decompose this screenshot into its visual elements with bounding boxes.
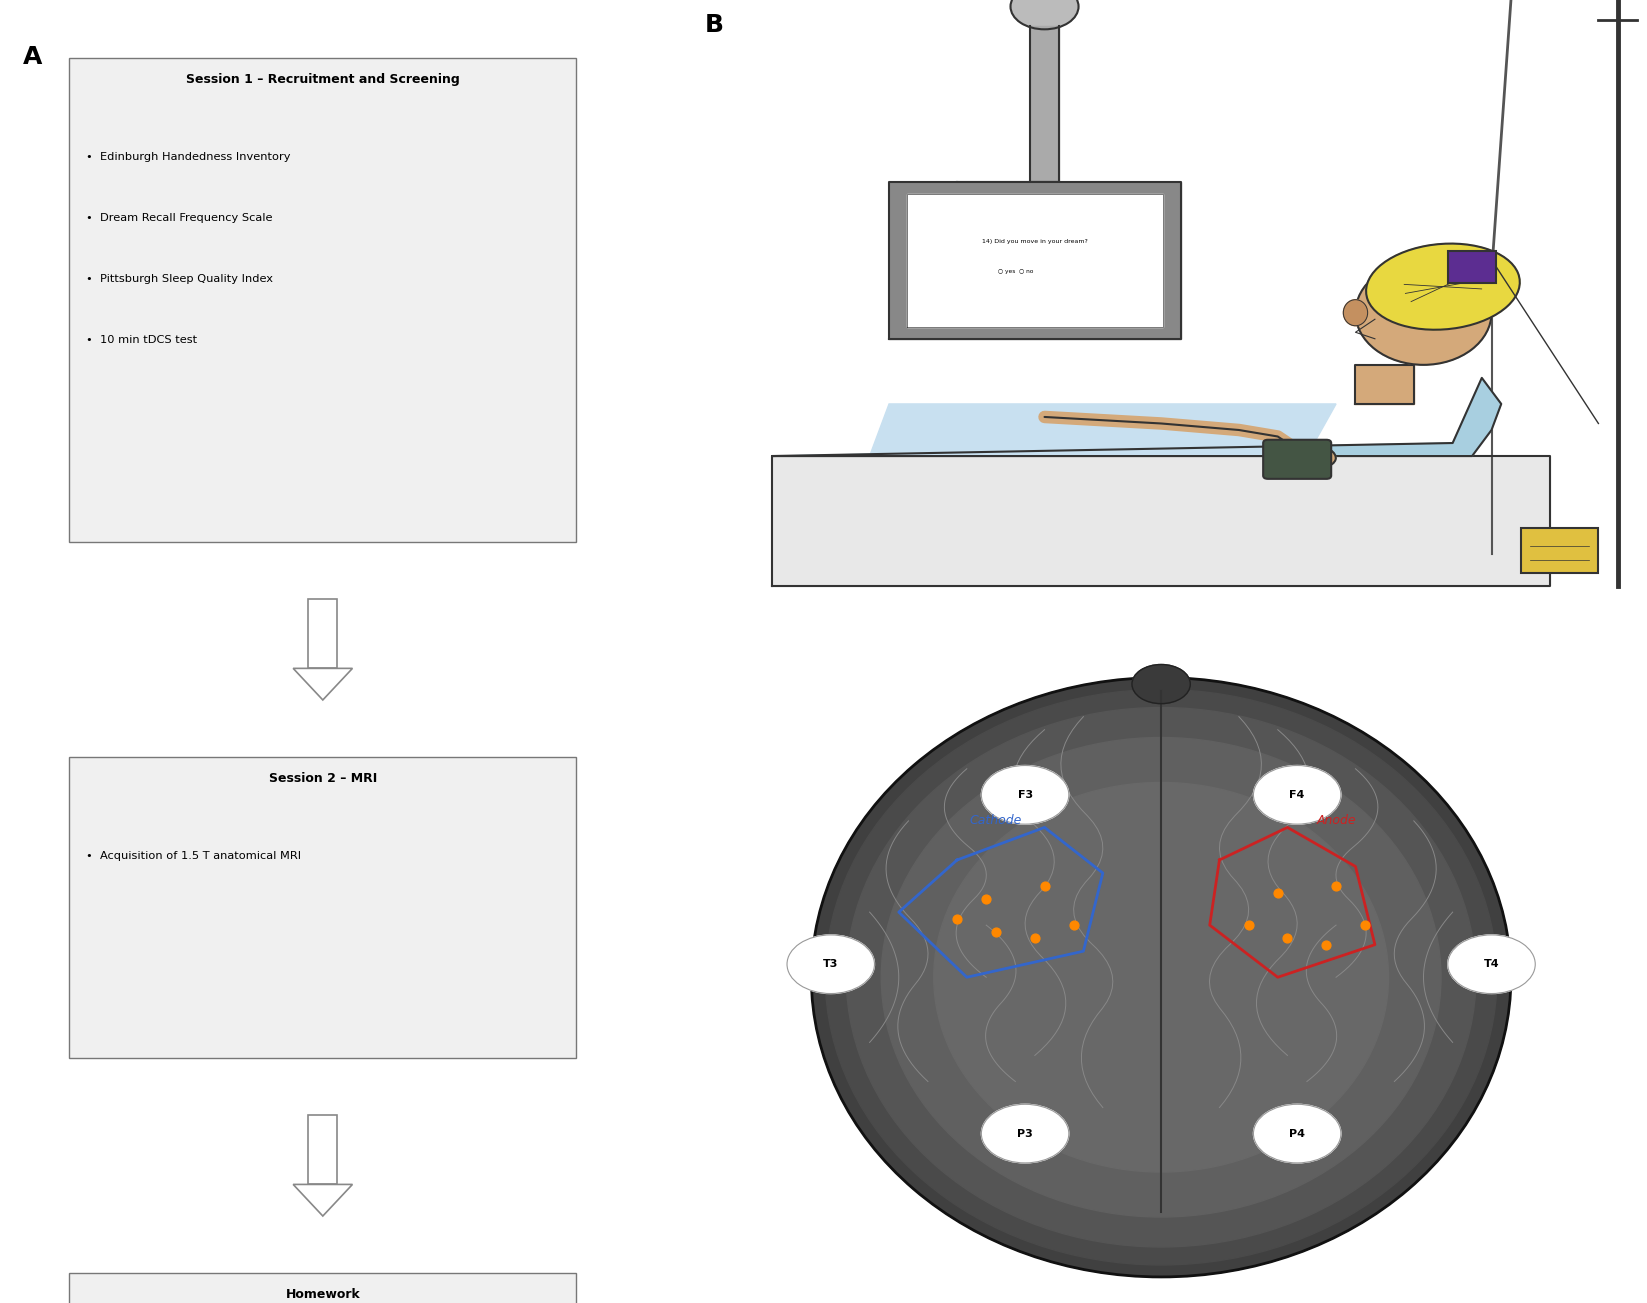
Point — [1275, 928, 1301, 949]
Text: •  Dream Recall Frequency Scale: • Dream Recall Frequency Scale — [86, 212, 272, 223]
FancyBboxPatch shape — [69, 57, 576, 542]
Text: •  Acquisition of 1.5 T anatomical MRI: • Acquisition of 1.5 T anatomical MRI — [86, 851, 301, 861]
Polygon shape — [675, 0, 1647, 652]
Polygon shape — [1029, 26, 1059, 182]
Text: A: A — [23, 46, 43, 69]
Ellipse shape — [847, 708, 1476, 1247]
Point — [1031, 876, 1057, 896]
Text: 14) Did you move in your dream?: 14) Did you move in your dream? — [982, 240, 1087, 245]
Ellipse shape — [1278, 443, 1336, 469]
Point — [1061, 915, 1087, 936]
Circle shape — [1253, 765, 1341, 823]
Polygon shape — [308, 599, 338, 668]
FancyBboxPatch shape — [69, 1273, 576, 1303]
Text: Homework: Homework — [285, 1289, 361, 1302]
Text: C: C — [705, 652, 723, 675]
Ellipse shape — [934, 782, 1388, 1173]
Text: T3: T3 — [824, 959, 838, 969]
Point — [1235, 915, 1262, 936]
Polygon shape — [1355, 365, 1413, 404]
FancyBboxPatch shape — [69, 757, 576, 1058]
Point — [983, 921, 1010, 942]
Circle shape — [787, 936, 875, 993]
Circle shape — [1011, 0, 1079, 29]
Ellipse shape — [1355, 261, 1492, 365]
Text: Session 2 – MRI: Session 2 – MRI — [268, 771, 377, 784]
Polygon shape — [870, 404, 1336, 456]
Polygon shape — [772, 456, 1550, 586]
Text: Session 1 – Recruitment and Screening: Session 1 – Recruitment and Screening — [186, 73, 460, 86]
FancyBboxPatch shape — [1263, 440, 1331, 478]
Text: Anode: Anode — [1316, 814, 1355, 827]
Polygon shape — [772, 378, 1502, 456]
Circle shape — [1448, 936, 1535, 993]
Text: F4: F4 — [1290, 790, 1304, 800]
Point — [944, 908, 970, 929]
Text: •  Edinburgh Handedness Inventory: • Edinburgh Handedness Inventory — [86, 151, 290, 162]
Text: T4: T4 — [1484, 959, 1499, 969]
Polygon shape — [308, 1115, 338, 1184]
FancyBboxPatch shape — [1448, 250, 1497, 283]
Text: P3: P3 — [1018, 1128, 1033, 1139]
FancyBboxPatch shape — [1520, 528, 1599, 573]
Polygon shape — [957, 182, 1059, 202]
Point — [1265, 882, 1291, 903]
Circle shape — [982, 1105, 1069, 1162]
Point — [973, 889, 1000, 909]
Point — [1313, 934, 1339, 955]
Point — [1352, 915, 1379, 936]
Text: ○ yes  ○ no: ○ yes ○ no — [998, 268, 1033, 274]
Polygon shape — [889, 182, 1181, 339]
Point — [1021, 928, 1047, 949]
Circle shape — [982, 765, 1069, 823]
Ellipse shape — [1477, 271, 1505, 304]
Ellipse shape — [812, 678, 1510, 1277]
Ellipse shape — [825, 689, 1497, 1265]
Circle shape — [1253, 1105, 1341, 1162]
Text: P4: P4 — [1290, 1128, 1304, 1139]
Ellipse shape — [1344, 300, 1367, 326]
Polygon shape — [293, 668, 352, 700]
Polygon shape — [293, 1184, 352, 1216]
Text: B: B — [705, 13, 723, 36]
Ellipse shape — [1131, 665, 1191, 704]
Text: •  10 min tDCS test: • 10 min tDCS test — [86, 335, 196, 345]
Polygon shape — [906, 194, 1163, 327]
Ellipse shape — [1365, 244, 1520, 330]
Text: Cathode: Cathode — [970, 814, 1023, 827]
Text: F3: F3 — [1018, 790, 1033, 800]
Ellipse shape — [881, 737, 1441, 1217]
Text: •  Pittsburgh Sleep Quality Index: • Pittsburgh Sleep Quality Index — [86, 274, 273, 284]
Point — [1323, 876, 1349, 896]
